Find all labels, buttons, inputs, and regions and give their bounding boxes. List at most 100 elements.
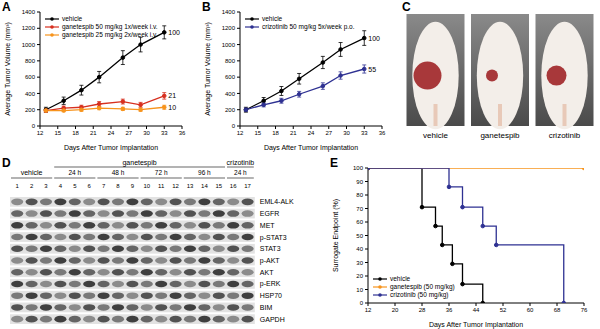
svg-text:6: 6 [88,183,92,189]
svg-text:100: 100 [353,165,364,171]
svg-text:30: 30 [356,260,363,266]
svg-text:400: 400 [225,91,236,97]
svg-text:1000: 1000 [222,42,236,48]
svg-text:9: 9 [131,183,135,189]
svg-text:800: 800 [25,58,36,64]
svg-text:60: 60 [356,219,363,225]
svg-text:EGFR: EGFR [260,210,279,217]
svg-text:40: 40 [356,246,363,252]
svg-text:18: 18 [72,130,79,136]
svg-text:1400: 1400 [22,9,36,15]
svg-text:crizotinib: crizotinib [227,159,255,166]
svg-text:36: 36 [179,130,186,136]
svg-text:ganetespib: ganetespib [122,159,156,167]
svg-text:0: 0 [32,123,36,129]
svg-text:15: 15 [54,130,61,136]
svg-text:1200: 1200 [22,25,36,31]
svg-text:33: 33 [361,130,368,136]
svg-text:2: 2 [30,183,34,189]
svg-text:18: 18 [272,130,279,136]
svg-text:16: 16 [230,183,237,189]
svg-text:50: 50 [356,233,363,239]
svg-text:100: 100 [368,35,380,42]
svg-text:STAT3: STAT3 [260,245,281,252]
svg-text:5: 5 [73,183,77,189]
svg-text:10: 10 [168,104,176,111]
svg-text:36: 36 [446,307,453,313]
svg-text:96 h: 96 h [198,169,211,176]
svg-text:800: 800 [225,58,236,64]
svg-text:200: 200 [225,107,236,113]
svg-text:AKT: AKT [260,269,274,276]
svg-text:20: 20 [356,273,363,279]
svg-text:Days After Tumor Implantation: Days After Tumor Implantation [64,144,158,152]
svg-text:p-STAT3: p-STAT3 [260,234,287,242]
svg-text:crizotinib: crizotinib [549,131,581,140]
svg-text:12: 12 [237,130,244,136]
svg-text:0: 0 [232,123,236,129]
svg-text:12: 12 [365,307,372,313]
svg-text:0: 0 [360,300,364,306]
svg-text:20: 20 [392,307,399,313]
svg-text:14: 14 [201,183,208,189]
svg-text:11: 11 [158,183,165,189]
svg-text:90: 90 [356,179,363,185]
svg-text:60: 60 [527,307,534,313]
svg-text:4: 4 [59,183,63,189]
svg-text:600: 600 [225,74,236,80]
svg-text:24 h: 24 h [234,169,247,176]
svg-text:36: 36 [379,130,386,136]
svg-text:44: 44 [473,307,480,313]
svg-text:BIM: BIM [260,304,273,311]
svg-text:1: 1 [16,183,20,189]
svg-text:1000: 1000 [22,42,36,48]
svg-text:10: 10 [356,287,363,293]
svg-text:30: 30 [143,130,150,136]
svg-text:12: 12 [37,130,44,136]
svg-text:Average Tumor Volume (mm³): Average Tumor Volume (mm³) [204,22,212,116]
svg-text:24: 24 [108,130,115,136]
svg-text:EML4-ALK: EML4-ALK [260,198,294,205]
svg-text:24 h: 24 h [68,169,81,176]
svg-text:13: 13 [187,183,194,189]
svg-text:1200: 1200 [222,25,236,31]
svg-text:27: 27 [325,130,332,136]
svg-text:8: 8 [116,183,120,189]
svg-text:21: 21 [168,92,176,99]
svg-text:52: 52 [500,307,507,313]
svg-text:17: 17 [244,183,251,189]
svg-text:7: 7 [102,183,106,189]
svg-text:30: 30 [343,130,350,136]
svg-text:3: 3 [44,183,48,189]
svg-text:33: 33 [161,130,168,136]
svg-text:Days After Tumor Implantation: Days After Tumor Implantation [429,321,523,329]
svg-text:12: 12 [172,183,179,189]
svg-text:15: 15 [215,183,222,189]
svg-text:Surrogate Endpoint (%): Surrogate Endpoint (%) [332,199,340,272]
svg-text:p-ERK: p-ERK [260,280,281,288]
svg-text:vehicle: vehicle [423,131,448,140]
svg-text:21: 21 [290,130,297,136]
svg-text:vehicle: vehicle [21,169,43,176]
svg-text:21: 21 [90,130,97,136]
svg-text:Average Tumor Volume (mm³): Average Tumor Volume (mm³) [4,22,12,116]
svg-text:GAPDH: GAPDH [260,316,285,323]
svg-text:100: 100 [168,29,180,36]
svg-text:200: 200 [25,107,36,113]
svg-text:10: 10 [143,183,150,189]
svg-text:ganetespib: ganetespib [480,131,520,140]
svg-text:HSP70: HSP70 [260,292,282,299]
svg-text:68: 68 [554,307,561,313]
svg-text:p-AKT: p-AKT [260,257,281,265]
svg-text:400: 400 [25,91,36,97]
svg-text:80: 80 [356,192,363,198]
svg-text:72 h: 72 h [155,169,168,176]
svg-text:76: 76 [581,307,588,313]
svg-text:55: 55 [368,66,376,73]
svg-text:15: 15 [254,130,261,136]
svg-text:70: 70 [356,206,363,212]
svg-text:600: 600 [25,74,36,80]
svg-text:1400: 1400 [222,9,236,15]
svg-text:27: 27 [125,130,132,136]
svg-text:24: 24 [308,130,315,136]
